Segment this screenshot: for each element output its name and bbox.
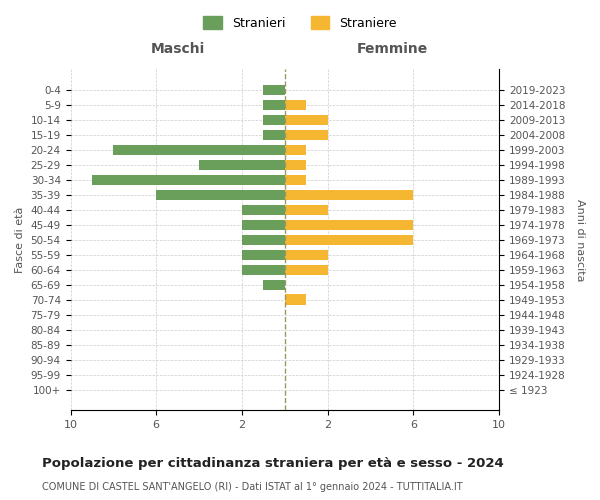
Bar [285, 234, 413, 245]
Bar [242, 220, 285, 230]
Bar [285, 190, 413, 200]
Bar [285, 174, 306, 185]
Bar [285, 115, 328, 126]
Bar [285, 100, 306, 110]
Bar [285, 250, 328, 260]
Bar [263, 85, 285, 96]
Bar [242, 250, 285, 260]
Bar [263, 280, 285, 290]
Bar [285, 160, 306, 170]
Bar [285, 220, 413, 230]
Bar [242, 204, 285, 215]
Bar [285, 130, 328, 140]
Bar [263, 100, 285, 110]
Text: Femmine: Femmine [356, 42, 428, 56]
Text: COMUNE DI CASTEL SANT'ANGELO (RI) - Dati ISTAT al 1° gennaio 2024 - TUTTITALIA.I: COMUNE DI CASTEL SANT'ANGELO (RI) - Dati… [42, 482, 463, 492]
Bar [263, 130, 285, 140]
Bar [242, 264, 285, 275]
Bar [285, 145, 306, 156]
Bar [285, 204, 328, 215]
Bar [285, 264, 328, 275]
Bar [156, 190, 285, 200]
Text: Maschi: Maschi [151, 42, 205, 56]
Bar [92, 174, 285, 185]
Y-axis label: Fasce di età: Fasce di età [15, 206, 25, 273]
Text: Popolazione per cittadinanza straniera per età e sesso - 2024: Popolazione per cittadinanza straniera p… [42, 458, 504, 470]
Bar [242, 234, 285, 245]
Bar [113, 145, 285, 156]
Legend: Stranieri, Straniere: Stranieri, Straniere [198, 11, 402, 35]
Bar [263, 115, 285, 126]
Bar [285, 294, 306, 305]
Y-axis label: Anni di nascita: Anni di nascita [575, 198, 585, 281]
Bar [199, 160, 285, 170]
